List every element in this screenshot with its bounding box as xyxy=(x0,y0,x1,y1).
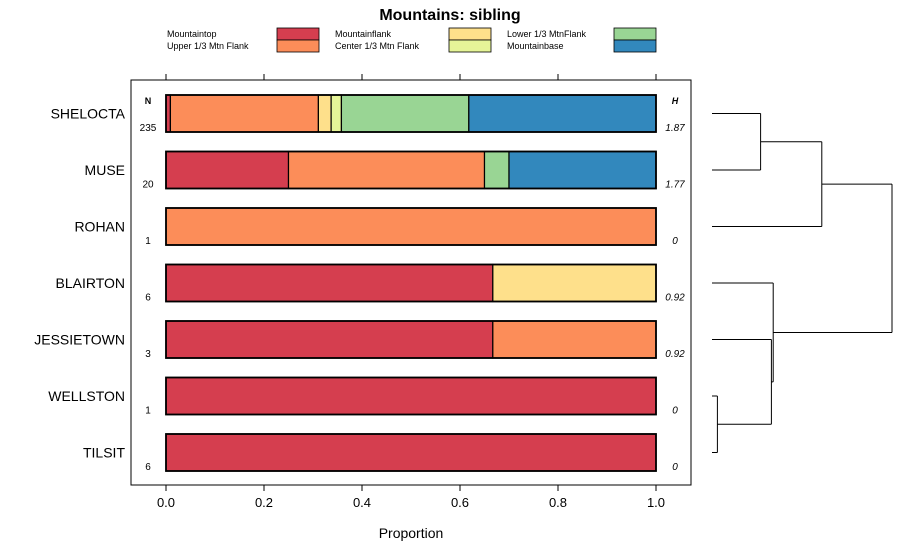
h-value-wellston: 0 xyxy=(672,406,678,417)
bar-outline-muse xyxy=(165,150,657,190)
x-tick-label: 0.6 xyxy=(451,495,469,510)
bar-segment-rohan-upper-1-3-mtn-flank xyxy=(165,207,657,246)
category-label-shelocta: SHELOCTA xyxy=(51,106,126,122)
bar-outline-shelocta xyxy=(165,94,657,133)
bar-outline-tilsit xyxy=(165,433,657,472)
n-header: N xyxy=(145,96,152,106)
category-labels: SHELOCTA 235 1.87 MUSE 20 1.77 ROHAN 1 0 BLAIRTON… xyxy=(34,106,685,474)
n-value-wellston: 1 xyxy=(145,406,151,417)
h-value-tilsit: 0 xyxy=(672,462,678,473)
x-tick-label: 0.2 xyxy=(255,495,273,510)
category-label-muse: MUSE xyxy=(85,162,125,178)
bar-segment-shelocta-center-1-3-mtn-flank xyxy=(330,94,343,133)
bar-outline-wellston xyxy=(165,376,657,416)
bar-segment-shelocta-upper-1-3-mtn-flank xyxy=(169,94,319,133)
legend-label-mountainflank: Mountainflank xyxy=(335,29,392,39)
x-tick-label: 1.0 xyxy=(647,495,665,510)
h-value-shelocta: 1.87 xyxy=(665,123,685,134)
plot-frame xyxy=(130,79,692,486)
bar-outline-rohan xyxy=(165,207,657,246)
legend-swatch-mountainbase xyxy=(613,39,657,53)
n-value-rohan: 1 xyxy=(145,236,151,247)
legend: Mountaintop Upper 1/3 Mtn Flank Mountainfl… xyxy=(167,27,657,53)
bar-segment-muse-mountainbase xyxy=(508,150,657,190)
bar-segment-muse-upper-1-3-mtn-flank xyxy=(287,150,486,190)
bars xyxy=(165,94,657,472)
n-value-shelocta: 235 xyxy=(140,123,157,134)
bar-segment-jessietown-mountaintop xyxy=(165,320,494,359)
h-value-jessietown: 0.92 xyxy=(665,349,685,360)
n-value-tilsit: 6 xyxy=(145,462,151,473)
bar-outline-blairton xyxy=(165,263,657,303)
category-label-blairton: BLAIRTON xyxy=(55,275,125,291)
legend-swatch-center-1-3-mtn-flank xyxy=(448,39,492,53)
legend-label-center-1-3-mtn-flank: Center 1/3 Mtn Flank xyxy=(335,41,420,51)
legend-swatch-lower-1-3-mtnflank xyxy=(613,27,657,41)
bar-segment-blairton-mountaintop xyxy=(165,263,494,303)
h-value-muse: 1.77 xyxy=(665,180,685,191)
category-label-rohan: ROHAN xyxy=(74,219,125,235)
bar-segment-shelocta-lower-1-3-mtnflank xyxy=(340,94,470,133)
h-value-rohan: 0 xyxy=(672,236,678,247)
n-value-muse: 20 xyxy=(142,180,154,191)
x-tick-label: 0.4 xyxy=(353,495,371,510)
category-label-jessietown: JESSIETOWN xyxy=(34,332,125,348)
bar-segment-tilsit-mountaintop xyxy=(165,433,657,472)
category-label-wellston: WELLSTON xyxy=(48,388,125,404)
legend-swatch-mountaintop xyxy=(276,27,320,41)
bar-segment-muse-lower-1-3-mtnflank xyxy=(483,150,510,190)
bar-segment-shelocta-mountainflank xyxy=(317,94,332,133)
x-tick-label: 0.8 xyxy=(549,495,567,510)
dendrogram xyxy=(712,113,893,453)
x-tick-label: 0.0 xyxy=(157,495,175,510)
legend-swatch-mountainflank xyxy=(448,27,492,41)
chart-title: Mountains: sibling xyxy=(379,7,520,24)
bar-segment-wellston-mountaintop xyxy=(165,376,657,416)
category-label-tilsit: TILSIT xyxy=(83,445,125,461)
bar-outline-jessietown xyxy=(165,320,657,359)
h-value-blairton: 0.92 xyxy=(665,293,685,304)
h-header: H xyxy=(672,96,679,106)
bar-segment-jessietown-upper-1-3-mtn-flank xyxy=(492,320,657,359)
bar-segment-blairton-mountainflank xyxy=(492,263,657,303)
n-value-blairton: 6 xyxy=(145,293,151,304)
legend-label-mountaintop: Mountaintop xyxy=(167,29,217,39)
bar-segment-shelocta-mountainbase xyxy=(468,94,657,133)
n-value-jessietown: 3 xyxy=(145,349,151,360)
legend-label-lower-1-3-mtnflank: Lower 1/3 MtnFlank xyxy=(507,29,587,39)
legend-swatch-upper-1-3-mtn-flank xyxy=(276,39,320,53)
legend-label-upper-1-3-mtn-flank: Upper 1/3 Mtn Flank xyxy=(167,41,249,51)
legend-label-mountainbase: Mountainbase xyxy=(507,41,564,51)
x-axis: 0.0 0.2 0.4 0.6 0.8 1.0 xyxy=(157,74,665,510)
bar-segment-muse-mountaintop xyxy=(165,150,290,190)
x-axis-label: Proportion xyxy=(379,525,444,541)
